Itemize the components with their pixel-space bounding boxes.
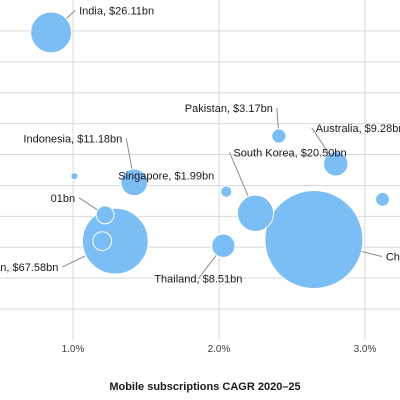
bubble-label: Singapore, $1.99bn <box>118 171 214 183</box>
bubble-label: Australia, $9.28bn <box>316 123 400 135</box>
bubble <box>70 172 79 181</box>
bubble-label: India, $26.11bn <box>79 5 154 17</box>
x-tick-label: 1.0% <box>62 344 85 355</box>
bubble <box>30 11 73 54</box>
x-tick-label: 2.0% <box>208 344 231 355</box>
gridlines <box>0 0 400 340</box>
x-axis-ticks: 1.0% 2.0% 3.0% <box>62 344 377 355</box>
bubble <box>120 168 149 197</box>
x-axis-title: Mobile subscriptions CAGR 2020–25 <box>109 381 300 393</box>
bubble <box>81 207 149 275</box>
bubble <box>271 128 287 144</box>
bubble <box>220 185 233 198</box>
bubble <box>323 151 349 177</box>
bubble <box>375 191 390 207</box>
x-tick-label: 3.0% <box>354 344 377 355</box>
bubble-label: Thailand, $8.51bn <box>154 274 242 286</box>
bubble <box>95 205 115 225</box>
bubble <box>211 233 236 258</box>
bubble <box>92 231 113 251</box>
bubble-label: Chi <box>386 252 400 264</box>
bubble <box>236 194 275 232</box>
bubble-label: 01bn <box>51 193 75 205</box>
bubble-labels: India, $26.11bn Pakistan, $3.17bn Australi… <box>0 5 400 285</box>
bubble-label: an, $67.58bn <box>0 262 58 274</box>
bubble-label: Pakistan, $3.17bn <box>185 103 273 115</box>
bubble <box>264 190 364 290</box>
bubble-label: Indonesia, $11.18bn <box>23 133 122 145</box>
bubble-label: South Korea, $20.50bn <box>233 147 346 159</box>
bubbles <box>30 11 390 290</box>
